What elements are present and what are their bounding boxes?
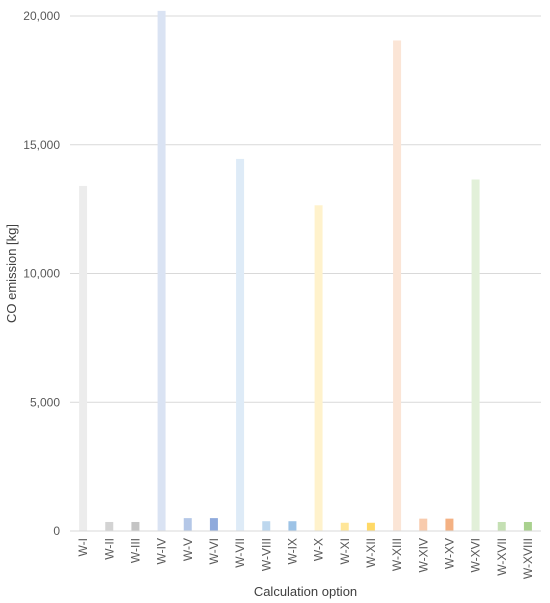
- y-tick-label: 10,000: [23, 267, 60, 281]
- x-tick-label: W-XII: [364, 538, 378, 568]
- x-tick-label: W-XVII: [495, 538, 509, 576]
- x-tick-label: W-VII: [233, 538, 247, 568]
- x-tick-label: W-XI: [338, 538, 352, 564]
- bar-w-xvi: [471, 179, 480, 531]
- x-tick-label: W-II: [102, 538, 116, 560]
- y-tick-label: 5,000: [30, 395, 60, 409]
- x-tick-label: W-XVIII: [521, 538, 535, 579]
- bar-w-x: [314, 205, 323, 531]
- bar-w-xi: [340, 522, 349, 531]
- x-tick-label: W-III: [128, 538, 142, 563]
- x-tick-label: W-IV: [155, 538, 169, 564]
- gridlines: [70, 15, 541, 403]
- y-tick-label: 0: [53, 524, 60, 538]
- bar-w-viii: [262, 521, 271, 531]
- x-tick-label: W-X: [312, 538, 326, 561]
- x-tick-label: W-XIV: [416, 538, 430, 572]
- bar-w-i: [79, 185, 88, 531]
- x-tick-label: W-I: [76, 538, 90, 556]
- bar-w-ix: [288, 521, 297, 531]
- bar-w-iv: [157, 10, 166, 532]
- bar-w-xv: [445, 518, 454, 531]
- bar-w-vi: [209, 518, 218, 531]
- bar-w-vii: [236, 158, 245, 531]
- y-axis-title: CO emission [kg]: [4, 224, 19, 323]
- y-tick-label: 20,000: [23, 9, 60, 23]
- bars: [79, 10, 532, 532]
- bar-w-v: [183, 518, 192, 531]
- x-axis-ticks: W-I W-II W-III W-IV W-V W-VI W-VII W-VIII W-IX W-…: [76, 538, 535, 579]
- bar-w-xiii: [393, 40, 402, 532]
- y-tick-label: 15,000: [23, 138, 60, 152]
- x-tick-label: W-V: [181, 538, 195, 561]
- bar-w-xvii: [497, 521, 506, 531]
- x-tick-label: W-XV: [442, 538, 456, 569]
- y-axis-ticks: 0 5,000 10,000 15,000 20,000: [23, 9, 60, 538]
- x-tick-label: W-IX: [285, 538, 299, 564]
- x-tick-label: W-XVI: [469, 538, 483, 572]
- x-tick-label: W-VI: [207, 538, 221, 564]
- x-tick-label: W-VIII: [259, 538, 273, 571]
- bar-w-iii: [131, 521, 140, 531]
- x-axis-title: Calculation option: [254, 584, 357, 599]
- bar-w-xiv: [419, 518, 428, 531]
- bar-w-xii: [366, 522, 375, 531]
- x-tick-label: W-XIII: [390, 538, 404, 571]
- bar-w-ii: [105, 521, 114, 531]
- bar-w-xviii: [523, 521, 532, 531]
